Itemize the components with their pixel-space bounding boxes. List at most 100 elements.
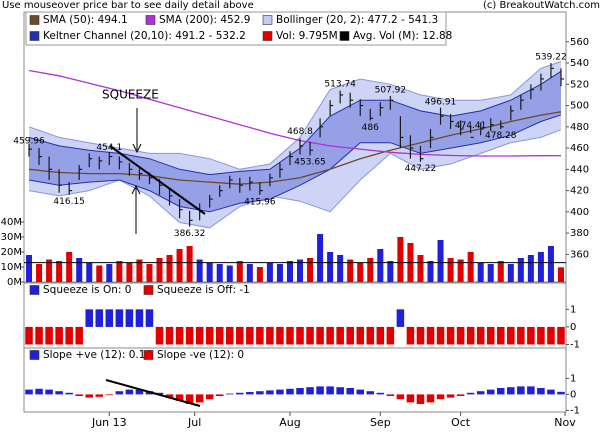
indicator-bar: [165, 394, 174, 398]
indicator-bar: [75, 394, 83, 396]
volume-bar: [46, 259, 53, 282]
copyright: (c) BreakoutWatch.com: [483, 0, 600, 11]
indicator-bar: [456, 326, 465, 345]
y-tick-label: 420: [570, 186, 589, 197]
volume-bar: [337, 255, 344, 282]
volume-bar: [327, 252, 334, 282]
y-tick-label: -1: [570, 339, 580, 350]
indicator-bar: [456, 394, 465, 396]
indicator-bar: [45, 389, 53, 395]
x-tick-label: Aug: [279, 416, 300, 429]
indicator-bar: [125, 389, 134, 395]
indicator-bar: [306, 326, 314, 345]
y-tick-label: 20M: [1, 247, 22, 258]
indicator-bar: [466, 326, 475, 345]
legend-label: Vol: 9.795M: [276, 30, 338, 42]
indicator-bar: [195, 394, 204, 403]
indicator-bar: [95, 394, 104, 397]
indicator-bar: [396, 394, 405, 400]
indicator-bar: [95, 309, 104, 327]
volume-bar: [427, 261, 434, 282]
volume-bar: [447, 258, 454, 282]
indicator-bar: [125, 309, 134, 327]
y-tick-label: 40M: [1, 217, 22, 228]
volume-bar: [126, 262, 133, 282]
price-label: 386.32: [174, 229, 206, 239]
price-label: 447.22: [405, 164, 437, 174]
indicator-bar: [175, 394, 184, 401]
indicator-bar: [266, 390, 274, 395]
indicator-bar: [336, 387, 344, 395]
indicator-bar: [547, 326, 555, 345]
indicator-bar: [336, 326, 344, 345]
indicator-bar: [537, 326, 545, 345]
indicator-bar: [366, 391, 375, 395]
indicator-bar: [306, 387, 314, 395]
volume-bar: [437, 240, 444, 282]
indicator-bar: [135, 309, 144, 327]
y-tick-label: 1: [570, 304, 576, 315]
indicator-bar: [165, 326, 174, 345]
y-tick-label: 440: [570, 164, 589, 175]
volume-bar: [66, 252, 73, 282]
band-lower: [28, 114, 562, 213]
volume-bar: [206, 262, 213, 282]
volume-bar: [86, 262, 93, 282]
price-label: 454.1: [96, 143, 122, 153]
indicator-bar: [155, 392, 164, 395]
indicator-bar: [65, 326, 73, 345]
indicator-bar: [175, 326, 184, 345]
indicator-bar: [215, 326, 224, 345]
indicator-bar: [115, 391, 124, 395]
indicator-bar: [145, 309, 154, 327]
legend-label: SMA (50): 494.1: [43, 14, 128, 26]
indicator-bar: [85, 394, 94, 398]
indicator-bar: [135, 389, 144, 395]
y-tick-label: 560: [570, 37, 589, 48]
legend-box: [26, 284, 326, 297]
x-tick-label: Sep: [370, 416, 391, 429]
indicator-bar: [326, 386, 334, 395]
indicator-bar: [557, 326, 565, 345]
indicator-bar: [326, 326, 334, 345]
y-tick-label: 0M: [7, 277, 22, 288]
volume-bar: [226, 265, 233, 282]
price-label: 459.96: [13, 137, 45, 147]
volume-bar: [26, 255, 33, 282]
indicator-bar: [225, 393, 234, 395]
indicator-bar: [276, 389, 284, 395]
volume-bar: [357, 262, 364, 282]
indicator-bar: [205, 326, 214, 345]
arrow-head: [131, 184, 141, 195]
legend-swatch: [262, 15, 273, 25]
price-label: 453.65: [294, 157, 326, 167]
legend-swatch: [143, 285, 154, 295]
indicator-bar: [527, 326, 535, 345]
indicator-bar: [65, 392, 73, 395]
volume-bar: [497, 261, 504, 282]
indicator-bar: [185, 394, 194, 404]
indicator-bar: [266, 326, 274, 345]
volume-bar: [507, 264, 514, 282]
indicator-bar: [446, 326, 455, 345]
volume-bar: [457, 259, 464, 282]
price-label: 416.15: [53, 197, 85, 207]
indicator-bar: [376, 392, 385, 395]
indicator-bar: [215, 394, 224, 396]
legend-label: Bollinger (20, 2): 477.2 - 541.3: [276, 14, 438, 26]
indicator-bar: [406, 326, 415, 345]
legend-label: Slope -ve (12): 0: [157, 349, 244, 361]
x-tick-label: Nov: [554, 416, 576, 429]
volume-bar: [76, 258, 83, 282]
indicator-bar: [476, 391, 485, 395]
indicator-bar: [346, 326, 354, 345]
y-tick-label: 10M: [1, 262, 22, 273]
indicator-bar: [85, 309, 94, 327]
volume-bar: [156, 258, 163, 282]
indicator-bar: [416, 394, 425, 404]
volume-bar: [367, 258, 374, 282]
band-upper: [28, 61, 562, 170]
volume-bar: [317, 234, 324, 282]
volume-bar: [517, 258, 524, 282]
